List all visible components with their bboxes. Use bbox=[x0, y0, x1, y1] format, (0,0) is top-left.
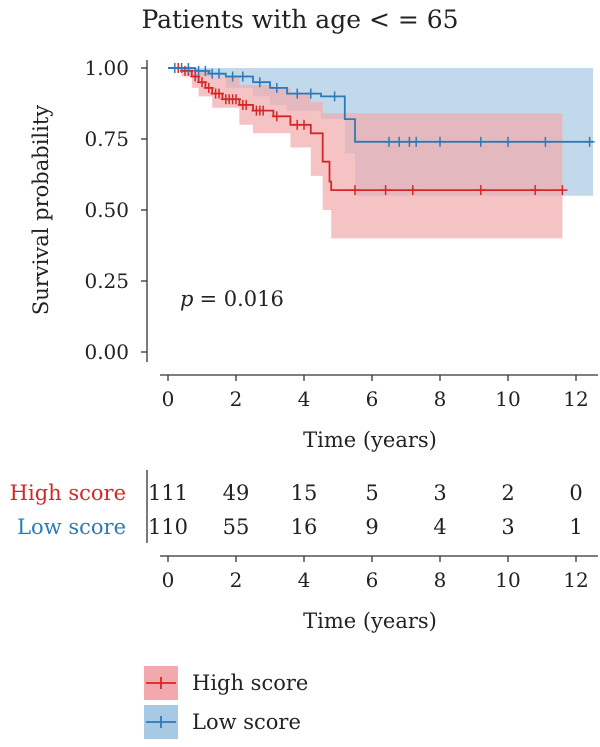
risk-cell-high: 0 bbox=[569, 481, 582, 505]
legend-label-low: Low score bbox=[192, 710, 301, 734]
censor-mark-high bbox=[380, 185, 391, 196]
censor-mark-low bbox=[584, 136, 595, 147]
risk-cell-low: 110 bbox=[148, 515, 188, 539]
risk-cell-high: 5 bbox=[365, 481, 378, 505]
censor-mark-high bbox=[407, 185, 418, 196]
p-value: = 0.016 bbox=[199, 287, 283, 311]
risk-x-tick-label: 4 bbox=[298, 568, 311, 592]
p-symbol: p bbox=[180, 287, 193, 311]
censor-mark-low bbox=[503, 136, 513, 147]
censor-mark-high bbox=[475, 185, 486, 196]
censor-mark-low bbox=[254, 77, 265, 88]
risk-cell-high: 15 bbox=[291, 481, 318, 505]
x-axis-label: Time (years) bbox=[303, 428, 437, 452]
risk-cell-low: 4 bbox=[433, 515, 446, 539]
chart-title: Patients with age < = 65 bbox=[141, 5, 458, 34]
x-tick-label: 2 bbox=[230, 387, 243, 411]
risk-cell-high: 111 bbox=[148, 481, 188, 505]
censor-mark-high bbox=[530, 185, 541, 196]
risk-cell-low: 9 bbox=[365, 515, 378, 539]
censor-mark-high bbox=[557, 185, 568, 196]
censor-mark-high bbox=[231, 94, 241, 105]
x-tick-label: 0 bbox=[162, 387, 175, 411]
risk-row-label-high: High score bbox=[10, 481, 126, 505]
y-tick-label: 0.25 bbox=[84, 269, 129, 293]
censor-mark-low bbox=[435, 136, 445, 147]
risk-x-tick-label: 12 bbox=[563, 568, 588, 592]
censor-mark-low bbox=[411, 136, 422, 147]
censor-mark-low bbox=[475, 136, 486, 147]
censor-mark-high bbox=[197, 77, 207, 88]
risk-cell-high: 49 bbox=[223, 481, 250, 505]
risk-x-tick-label: 10 bbox=[495, 568, 520, 592]
censor-mark-low bbox=[540, 136, 551, 147]
censor-mark-high bbox=[271, 111, 282, 122]
censor-mark-low bbox=[214, 68, 224, 79]
legend-label-high: High score bbox=[192, 671, 308, 695]
censor-mark-low bbox=[384, 136, 394, 147]
y-tick-label: 1.00 bbox=[84, 56, 129, 80]
censor-mark-low bbox=[329, 91, 340, 102]
risk-x-tick-label: 6 bbox=[366, 568, 379, 592]
censor-mark-high bbox=[350, 185, 360, 196]
y-axis-label: Survival probability bbox=[29, 105, 53, 315]
risk-table-x-label: Time (years) bbox=[303, 609, 437, 633]
censor-mark-low bbox=[237, 71, 248, 82]
censor-mark-low bbox=[292, 88, 303, 99]
x-tick-label: 12 bbox=[563, 387, 588, 411]
risk-x-tick-label: 2 bbox=[230, 568, 243, 592]
censor-mark-high bbox=[299, 119, 309, 130]
x-tick-label: 10 bbox=[495, 387, 520, 411]
risk-row-label-low: Low score bbox=[17, 515, 126, 539]
risk-cell-high: 3 bbox=[433, 481, 446, 505]
censor-mark-high bbox=[214, 88, 224, 99]
censor-mark-high bbox=[203, 82, 214, 93]
censor-mark-low bbox=[271, 82, 282, 93]
censor-mark-low bbox=[183, 63, 194, 73]
risk-x-tick-label: 8 bbox=[434, 568, 447, 592]
legend-item-high: High score bbox=[144, 666, 308, 700]
censor-mark-high bbox=[190, 71, 201, 82]
risk-cell-low: 16 bbox=[291, 515, 318, 539]
legend-item-low: Low score bbox=[144, 705, 301, 739]
censor-mark-high bbox=[258, 105, 269, 116]
y-tick-label: 0.50 bbox=[84, 198, 129, 222]
legend: High score Low score bbox=[144, 666, 308, 739]
censor-mark-high bbox=[241, 99, 252, 110]
y-tick-label: 0.75 bbox=[84, 127, 129, 151]
p-value-annotation: p = 0.016 bbox=[180, 287, 284, 311]
x-tick-label: 6 bbox=[366, 387, 379, 411]
risk-cell-low: 1 bbox=[569, 515, 582, 539]
censor-mark-low bbox=[200, 65, 211, 76]
risk-cell-high: 2 bbox=[501, 481, 514, 505]
risk-x-tick-label: 0 bbox=[162, 568, 175, 592]
censor-mark-low bbox=[227, 71, 238, 82]
risk-cell-low: 55 bbox=[223, 515, 250, 539]
censor-mark-low bbox=[305, 88, 316, 99]
risk-cell-low: 3 bbox=[501, 515, 514, 539]
censor-mark-low bbox=[394, 136, 405, 147]
y-tick-label: 0.00 bbox=[84, 340, 129, 364]
x-tick-label: 8 bbox=[434, 387, 447, 411]
x-tick-label: 4 bbox=[298, 387, 311, 411]
